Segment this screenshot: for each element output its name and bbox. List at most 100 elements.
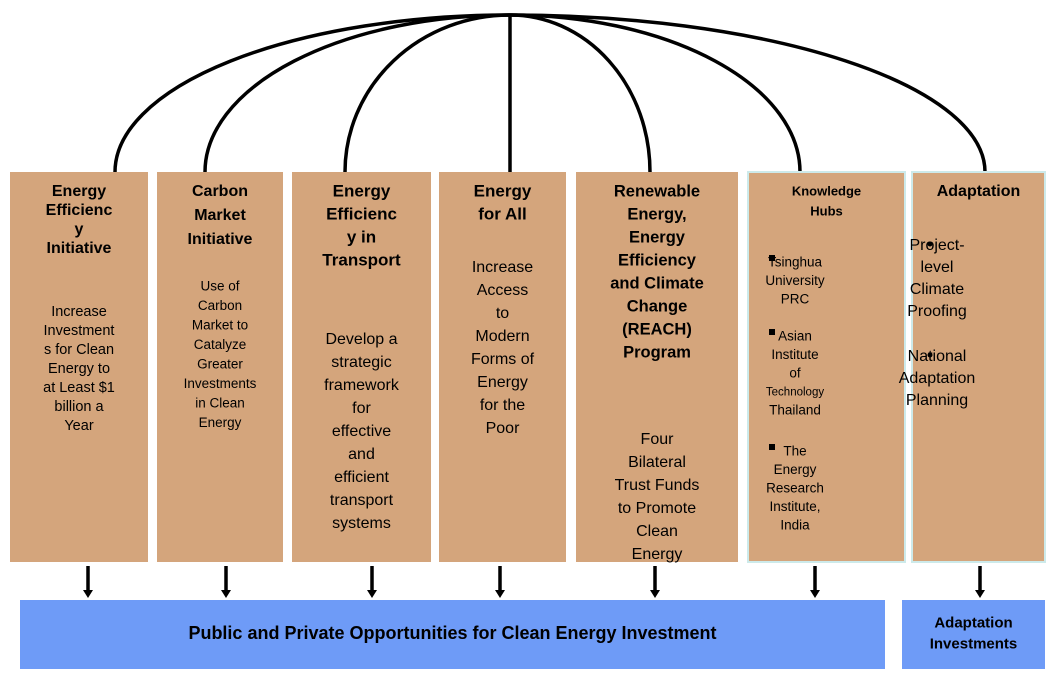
box-body: Catalyze — [194, 337, 247, 352]
box-body: systems — [332, 515, 391, 532]
bullet-text: Asian — [778, 329, 812, 344]
bullet-text: Energy — [774, 462, 817, 477]
bullet-text: Project- — [909, 237, 964, 254]
box-body: Access — [477, 282, 529, 299]
box — [292, 172, 431, 562]
bullet-text: Institute, — [769, 499, 820, 514]
arrow-head — [975, 590, 985, 598]
box-title: Energy — [629, 228, 686, 246]
box-title: Initiative — [47, 240, 112, 257]
box-title: Energy — [474, 181, 532, 200]
box-title: Efficienc — [326, 204, 397, 223]
box-title: Market — [194, 207, 246, 224]
box-body: Year — [64, 418, 93, 434]
bullet — [927, 241, 933, 247]
outcome-label: Public and Private Opportunities for Cle… — [188, 623, 716, 643]
box-title: and Climate — [610, 274, 704, 292]
connector-arc — [203, 13, 511, 173]
bullet-text: India — [780, 518, 810, 533]
box-body: to Promote — [618, 500, 696, 517]
box-title: Change — [627, 297, 688, 315]
box-title: y in — [347, 227, 376, 246]
outcome-label: Adaptation — [934, 614, 1012, 631]
box-title: (REACH) — [622, 320, 692, 338]
connector-arc — [509, 13, 987, 173]
box-title: Hubs — [810, 203, 843, 218]
connector-arc — [113, 13, 511, 173]
bullet-text: of — [789, 366, 801, 381]
box — [911, 171, 1046, 563]
box-body: in Clean — [195, 396, 245, 411]
outcome-label: Investments — [930, 635, 1018, 652]
box-title: for All — [478, 204, 526, 223]
box-title: Initiative — [188, 231, 253, 248]
box-body: and — [348, 446, 375, 463]
box-body: Energy — [632, 546, 683, 563]
box-body: Investments — [184, 376, 257, 391]
outcome-box — [20, 600, 885, 669]
box — [747, 171, 906, 563]
connector-arc — [509, 13, 652, 173]
box-body: Energy to — [48, 361, 110, 377]
bullet-text: Institute — [771, 347, 818, 362]
box-body: Trust Funds — [615, 477, 700, 494]
box-body: Modern — [475, 328, 529, 345]
box-body: Clean — [636, 523, 678, 540]
box — [439, 172, 566, 562]
box — [157, 172, 283, 562]
box-title: Adaptation — [937, 183, 1021, 200]
box-title: Energy, — [627, 205, 686, 223]
bullet-text: Climate — [910, 281, 964, 298]
bullet-text: The — [783, 444, 806, 459]
outcome-box — [902, 600, 1045, 669]
box-body: Increase — [51, 304, 107, 320]
box-body: Carbon — [198, 298, 242, 313]
bullet-text: PRC — [781, 292, 810, 307]
box-title: y — [75, 221, 84, 238]
bullet-text: Research — [766, 481, 824, 496]
box-body: Forms of — [471, 351, 535, 368]
arrow-head — [650, 590, 660, 598]
box-body: at Least $1 — [43, 380, 115, 396]
box-title: Efficienc — [46, 202, 113, 219]
connector-arc — [343, 13, 511, 173]
box-body: Use of — [200, 279, 239, 294]
box-body: for — [352, 400, 371, 417]
connector-arc — [509, 13, 802, 173]
bullet — [769, 255, 775, 261]
box-body: for the — [480, 397, 525, 414]
bullet — [769, 329, 775, 335]
arrow-head — [221, 590, 231, 598]
box-body: Four — [641, 431, 675, 448]
arrow-head — [810, 590, 820, 598]
box-body: transport — [330, 492, 394, 509]
bullet-text: Thailand — [769, 403, 821, 418]
box-body: framework — [324, 377, 400, 394]
bullet — [927, 352, 933, 358]
bullet-text: University — [765, 273, 825, 288]
box-body: Energy — [477, 374, 528, 391]
box-body: billion a — [54, 399, 104, 415]
box-body: Increase — [472, 259, 533, 276]
box-title: Transport — [322, 250, 401, 269]
box-body: Poor — [486, 420, 520, 437]
bullet-text: Tsinghua — [768, 255, 823, 270]
box-body: to — [496, 305, 509, 322]
bullet-text: Planning — [906, 392, 968, 409]
box-title: Renewable — [614, 182, 700, 200]
box-title: Knowledge — [792, 183, 861, 198]
box-title: Program — [623, 343, 691, 361]
arrow-head — [495, 590, 505, 598]
bullet — [769, 444, 775, 450]
box-body: Bilateral — [628, 454, 686, 471]
bullet-text: National — [908, 348, 967, 365]
bullet-text: Proofing — [907, 303, 967, 320]
box-title: Efficiency — [618, 251, 697, 269]
box-body: Develop a — [325, 331, 397, 348]
box-body: Market to — [192, 318, 248, 333]
box-body: effective — [332, 423, 391, 440]
box-title: Carbon — [192, 183, 248, 200]
box-body: Energy — [199, 415, 242, 430]
box — [576, 172, 738, 562]
